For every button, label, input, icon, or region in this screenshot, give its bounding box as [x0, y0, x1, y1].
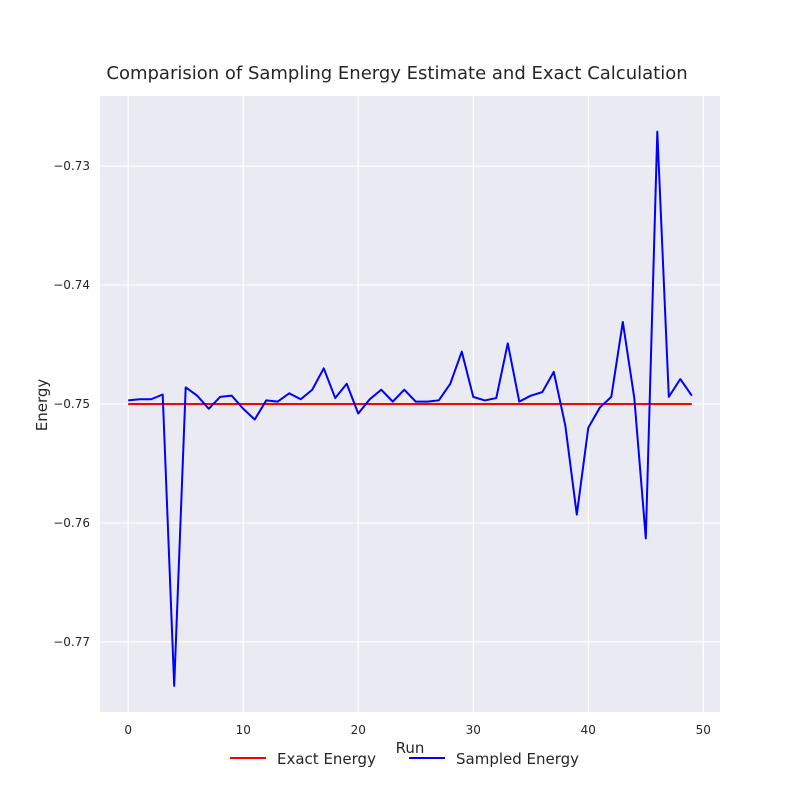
y-tick-label: −0.73	[53, 159, 90, 173]
legend-label-sampled-energy: Sampled Energy	[456, 750, 579, 768]
y-axis-label: Energy	[33, 379, 51, 432]
x-tick-label: 40	[581, 723, 596, 737]
sampled-energy-line	[128, 130, 693, 687]
x-axis-label: Run	[396, 739, 425, 757]
chart-title: Comparision of Sampling Energy Estimate …	[106, 63, 687, 84]
y-tick-label: −0.74	[53, 278, 90, 292]
y-tick-label: −0.75	[53, 397, 90, 411]
x-tick-label: 50	[696, 723, 711, 737]
x-tick-label: 20	[351, 723, 366, 737]
legend-label-exact-energy: Exact Energy	[277, 750, 376, 768]
series-lines	[128, 130, 693, 687]
x-tick-label: 0	[124, 723, 132, 737]
x-tick-label: 30	[466, 723, 481, 737]
grid-lines	[100, 96, 720, 712]
tick-labels: 0 10 20 30 40 50 −0.77 −0.76 −0.75 −0.74 −0.73	[53, 159, 711, 737]
y-tick-label: −0.76	[53, 516, 90, 530]
x-tick-label: 10	[236, 723, 251, 737]
legend: Exact Energy Sampled Energy	[230, 750, 579, 768]
y-tick-label: −0.77	[53, 635, 90, 649]
